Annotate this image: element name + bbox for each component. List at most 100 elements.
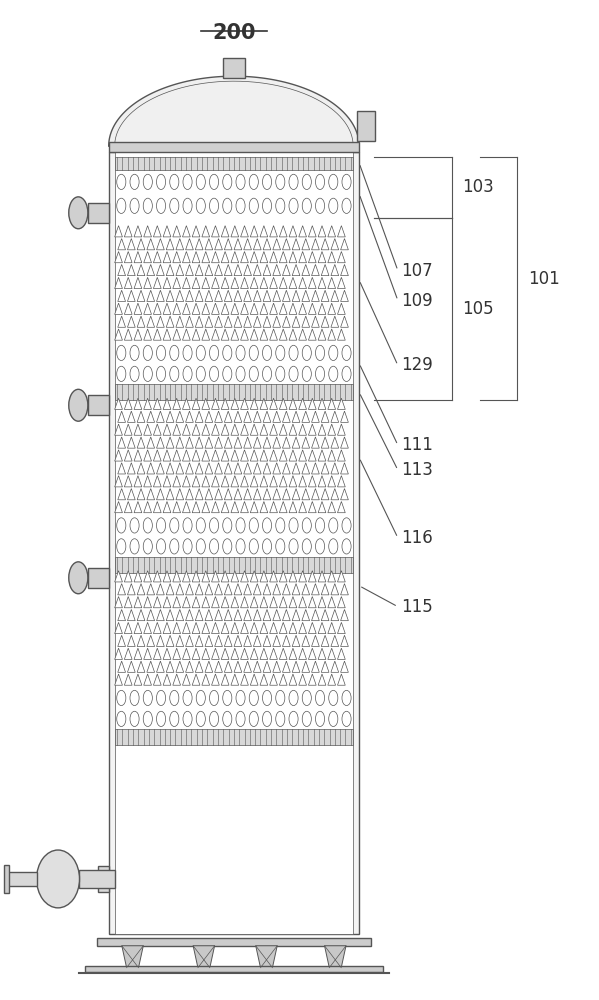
Polygon shape (283, 239, 291, 250)
Polygon shape (192, 252, 200, 263)
Polygon shape (173, 398, 180, 409)
Polygon shape (137, 239, 145, 250)
Polygon shape (299, 450, 307, 461)
Polygon shape (250, 424, 258, 435)
Polygon shape (176, 411, 184, 422)
Polygon shape (289, 501, 297, 513)
Polygon shape (308, 648, 316, 659)
Polygon shape (270, 571, 277, 582)
Polygon shape (214, 264, 222, 276)
Polygon shape (166, 489, 174, 500)
Circle shape (210, 539, 219, 554)
Polygon shape (234, 635, 242, 647)
Polygon shape (214, 609, 222, 621)
Polygon shape (202, 622, 210, 634)
Text: 116: 116 (401, 529, 432, 547)
Polygon shape (292, 316, 300, 327)
Polygon shape (195, 661, 203, 672)
Polygon shape (244, 609, 252, 621)
Polygon shape (244, 264, 252, 276)
Polygon shape (331, 489, 338, 500)
Circle shape (289, 518, 298, 533)
Polygon shape (192, 303, 200, 314)
Polygon shape (114, 329, 122, 340)
Polygon shape (163, 597, 171, 608)
Polygon shape (231, 252, 238, 263)
Polygon shape (318, 571, 326, 582)
Polygon shape (263, 316, 271, 327)
Polygon shape (195, 239, 203, 250)
Polygon shape (163, 476, 171, 487)
Circle shape (302, 518, 311, 533)
Polygon shape (176, 489, 184, 500)
Circle shape (196, 366, 205, 381)
Bar (114, 729, 353, 745)
Polygon shape (328, 501, 335, 513)
Circle shape (289, 690, 298, 706)
Polygon shape (318, 398, 326, 409)
Circle shape (329, 518, 338, 533)
Polygon shape (114, 622, 122, 634)
Circle shape (183, 345, 192, 361)
Polygon shape (225, 635, 232, 647)
Circle shape (316, 539, 325, 554)
Polygon shape (195, 463, 203, 474)
Polygon shape (225, 437, 232, 448)
Circle shape (117, 198, 126, 213)
Polygon shape (156, 661, 164, 672)
Circle shape (249, 539, 258, 554)
Polygon shape (163, 226, 171, 237)
Polygon shape (144, 674, 152, 685)
Bar (7, 872, 37, 886)
Polygon shape (202, 277, 210, 289)
Polygon shape (225, 489, 232, 500)
Polygon shape (331, 316, 338, 327)
Polygon shape (156, 290, 164, 301)
Polygon shape (211, 424, 219, 435)
Polygon shape (163, 303, 171, 314)
Polygon shape (211, 252, 219, 263)
Circle shape (170, 174, 179, 190)
Polygon shape (114, 674, 122, 685)
Polygon shape (192, 398, 200, 409)
Circle shape (223, 174, 232, 190)
Polygon shape (125, 674, 132, 685)
Polygon shape (253, 661, 261, 672)
Circle shape (170, 345, 179, 361)
Polygon shape (270, 277, 277, 289)
Polygon shape (302, 411, 310, 422)
Polygon shape (118, 661, 126, 672)
Circle shape (316, 690, 325, 706)
Circle shape (130, 539, 139, 554)
Circle shape (156, 690, 165, 706)
Polygon shape (299, 398, 307, 409)
Polygon shape (166, 290, 174, 301)
Polygon shape (166, 239, 174, 250)
Polygon shape (241, 597, 249, 608)
Polygon shape (166, 437, 174, 448)
Polygon shape (195, 437, 203, 448)
Circle shape (130, 518, 139, 533)
Polygon shape (234, 584, 242, 595)
Polygon shape (231, 674, 238, 685)
Polygon shape (341, 489, 349, 500)
Polygon shape (173, 277, 180, 289)
Polygon shape (125, 571, 132, 582)
Polygon shape (176, 635, 184, 647)
Polygon shape (114, 398, 122, 409)
Circle shape (249, 345, 258, 361)
Polygon shape (318, 450, 326, 461)
Circle shape (183, 174, 192, 190)
Polygon shape (253, 264, 261, 276)
Polygon shape (341, 437, 349, 448)
Circle shape (249, 366, 258, 381)
Polygon shape (302, 239, 310, 250)
Polygon shape (283, 635, 291, 647)
Polygon shape (331, 239, 338, 250)
Polygon shape (134, 674, 142, 685)
Polygon shape (321, 635, 329, 647)
Polygon shape (183, 303, 190, 314)
Circle shape (183, 366, 192, 381)
Polygon shape (134, 398, 142, 409)
Circle shape (223, 690, 232, 706)
